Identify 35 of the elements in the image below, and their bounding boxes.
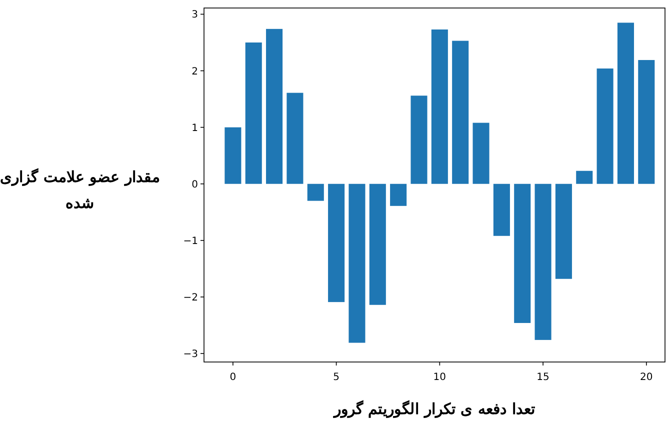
- bar: [224, 127, 242, 184]
- bar: [617, 22, 634, 184]
- y-tick-label: −2: [183, 292, 198, 304]
- bar: [390, 184, 407, 206]
- y-tick-label: −1: [183, 236, 198, 247]
- bar: [452, 40, 469, 184]
- bar: [307, 184, 324, 201]
- bar: [534, 184, 552, 340]
- bar: [472, 122, 490, 184]
- bar: [286, 92, 304, 184]
- bar: [348, 184, 366, 343]
- bar: [493, 184, 510, 236]
- y-axis-title: مقدار عضو علامت گزاری شده: [0, 167, 160, 214]
- y-tick-label: 3: [192, 10, 198, 21]
- y-tick-label: −3: [183, 349, 198, 360]
- bar: [514, 184, 531, 323]
- x-axis-title: تعدا دفعه ی تکرار الگوریتم گرور: [332, 400, 536, 418]
- bar: [596, 68, 614, 184]
- y-tick-label: 2: [192, 66, 198, 78]
- bar: [576, 170, 593, 184]
- x-tick-label: 0: [230, 372, 236, 383]
- x-tick-label: 10: [433, 372, 446, 383]
- bar: [245, 42, 262, 184]
- bar: [431, 29, 448, 184]
- bar: [410, 96, 428, 184]
- bar: [266, 28, 283, 184]
- bar: [555, 184, 572, 279]
- x-tick-label: 15: [536, 372, 550, 383]
- y-tick-label: 1: [192, 122, 198, 134]
- bar: [638, 60, 655, 184]
- bar: [328, 184, 345, 302]
- x-tick-label: 5: [333, 372, 340, 383]
- x-tick-label: 20: [640, 372, 653, 383]
- bar: [369, 184, 386, 305]
- y-tick-label: 0: [192, 179, 198, 190]
